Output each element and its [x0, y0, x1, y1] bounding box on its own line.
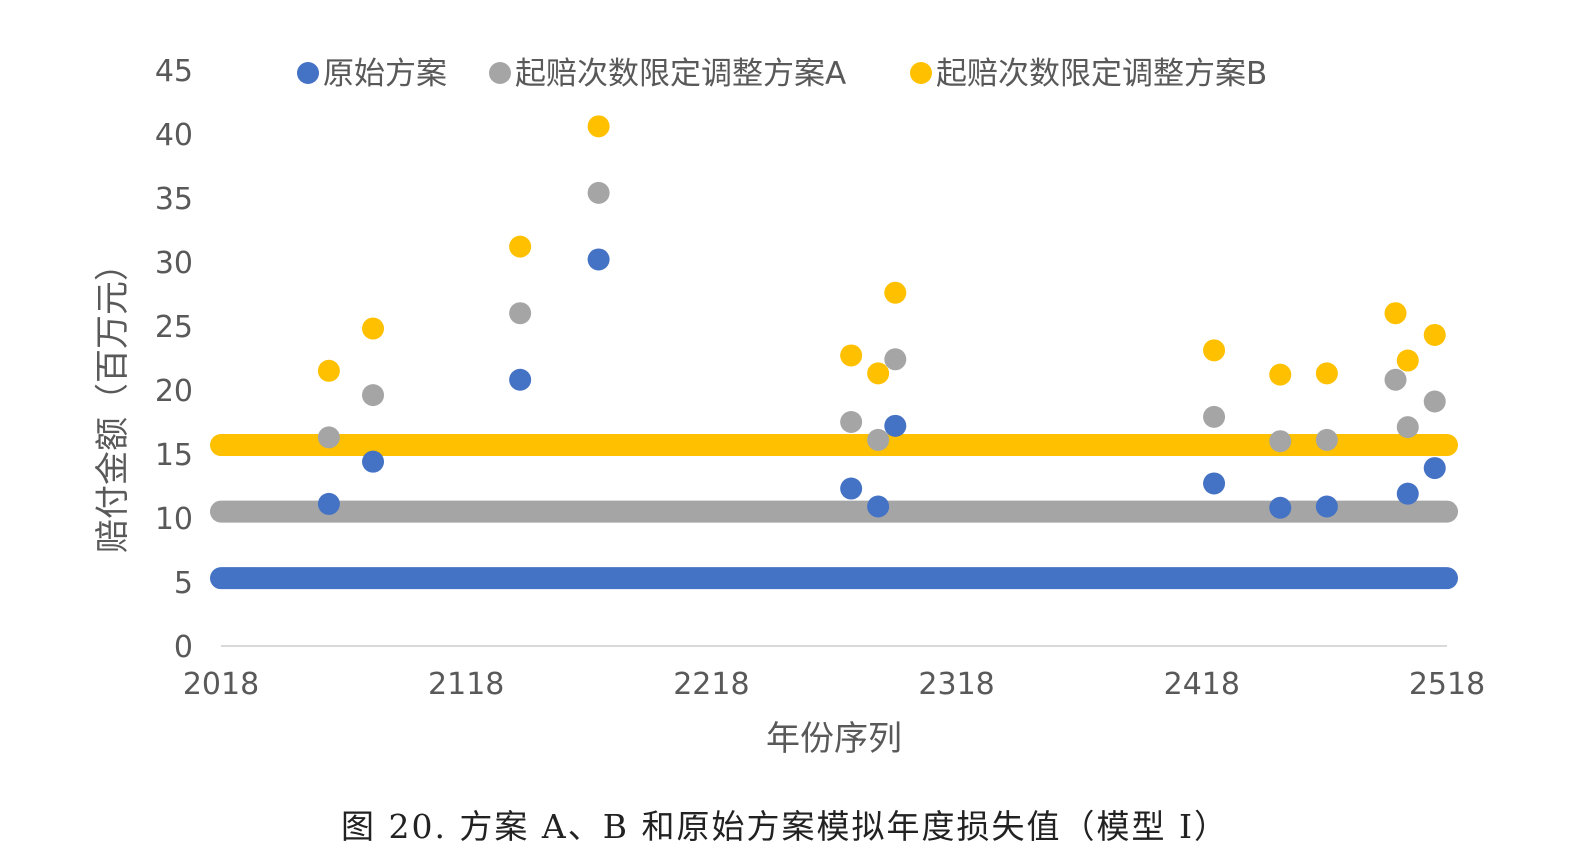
figure-caption: 图 20. 方案 A、B 和原始方案模拟年度损失值（模型 I）: [340, 807, 1230, 846]
x-tick-label: 2318: [918, 667, 994, 702]
point-series-1: [867, 428, 890, 451]
point-series-1: [1396, 416, 1419, 439]
x-axis-title: 年份序列: [766, 719, 902, 759]
point-series-0: [1203, 472, 1226, 495]
baselines: [210, 434, 1458, 590]
point-series-1: [509, 302, 532, 325]
point-series-1: [840, 411, 863, 433]
y-tick-label: 0: [174, 630, 193, 665]
point-series-0: [509, 368, 532, 391]
point-series-1: [587, 181, 610, 204]
legend-label-1: 起赔次数限定调整方案A: [515, 56, 846, 92]
y-tick-label: 15: [155, 438, 193, 473]
point-series-0: [1396, 482, 1419, 505]
point-series-2: [884, 281, 907, 304]
point-series-1: [362, 384, 385, 407]
point-series-1: [1384, 368, 1407, 391]
x-axis-ticks: 2018 2118 2218 2318 2418 2518: [183, 667, 1485, 702]
legend-label-2: 起赔次数限定调整方案B: [936, 56, 1267, 92]
y-tick-label: 45: [155, 54, 193, 89]
point-series-1: [1423, 390, 1446, 413]
data-points: [317, 115, 1446, 519]
scatter-chart: 原始方案 起赔次数限定调整方案A 起赔次数限定调整方案B 0 5 10 15 20 25 30 3…: [93, 54, 1485, 759]
y-tick-label: 30: [155, 246, 193, 281]
point-series-0: [1315, 495, 1338, 518]
point-series-1: [884, 348, 907, 371]
x-tick-label: 2118: [428, 667, 504, 702]
point-series-1: [1315, 428, 1338, 451]
x-tick-label: 2418: [1164, 667, 1240, 702]
x-tick-label: 2218: [673, 667, 749, 702]
point-series-2: [587, 115, 610, 138]
legend-marker-1: [489, 62, 511, 84]
point-series-1: [317, 426, 340, 449]
legend-label-0: 原始方案: [323, 56, 447, 92]
point-series-2: [867, 362, 890, 385]
legend: 原始方案 起赔次数限定调整方案A 起赔次数限定调整方案B: [297, 56, 1267, 92]
point-series-0: [1269, 496, 1292, 519]
y-tick-label: 25: [155, 310, 193, 345]
x-tick-label: 2018: [183, 667, 259, 702]
y-axis-title: 赔付金额（百万元）: [93, 247, 133, 553]
point-series-0: [362, 450, 385, 473]
point-series-2: [509, 235, 532, 258]
point-series-2: [317, 359, 340, 382]
point-series-0: [587, 248, 610, 271]
point-series-2: [1315, 362, 1338, 385]
y-tick-label: 35: [155, 182, 193, 217]
point-series-2: [362, 317, 385, 340]
point-series-2: [1269, 363, 1292, 386]
point-series-2: [840, 344, 863, 367]
y-tick-label: 40: [155, 118, 193, 153]
point-series-2: [1396, 349, 1419, 372]
legend-marker-2: [910, 62, 932, 84]
y-axis-ticks: 0 5 10 15 20 25 30 35 40 45: [155, 54, 193, 665]
y-tick-label: 10: [155, 502, 193, 537]
point-series-2: [1203, 339, 1226, 362]
point-series-0: [1423, 457, 1446, 480]
legend-marker-0: [297, 62, 319, 84]
point-series-2: [1423, 323, 1446, 346]
point-series-0: [867, 495, 890, 518]
y-tick-label: 5: [174, 566, 193, 601]
point-series-1: [1269, 430, 1292, 453]
point-series-0: [884, 414, 907, 437]
y-tick-label: 20: [155, 374, 193, 409]
x-tick-label: 2518: [1409, 667, 1485, 702]
point-series-0: [840, 477, 863, 500]
point-series-0: [317, 492, 340, 515]
point-series-1: [1203, 405, 1226, 428]
point-series-2: [1384, 302, 1407, 325]
